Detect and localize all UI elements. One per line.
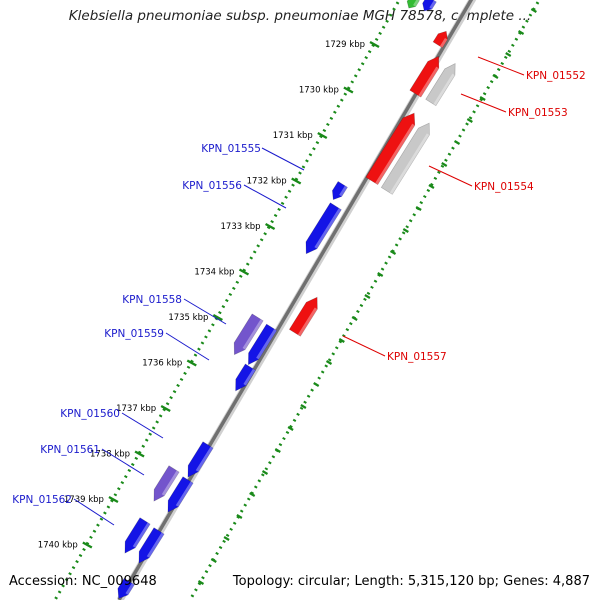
label-leader-line (428, 165, 473, 187)
label-leader-line (342, 335, 386, 357)
tick-label: 1731 kbp (273, 131, 313, 141)
label-leader-line (121, 412, 164, 439)
tick-label: 1740 kbp (38, 541, 78, 551)
label-leader-line (477, 56, 525, 76)
gene-label-kpn_01554[interactable]: KPN_01554 (474, 181, 534, 193)
gene-label-kpn_01561[interactable]: KPN_01561 (40, 444, 100, 456)
tick-label: 1737 kbp (116, 404, 156, 414)
gene-label-kpn_01555[interactable]: KPN_01555 (201, 143, 261, 155)
tick-label: 1735 kbp (168, 313, 208, 323)
map-title: Klebsiella pneumoniae subsp. pneumoniae … (68, 8, 532, 24)
tick-label: 1729 kbp (325, 40, 365, 50)
gene-label-kpn_01553[interactable]: KPN_01553 (508, 107, 568, 119)
gene-label-kpn_01558[interactable]: KPN_01558 (122, 294, 182, 306)
tick-label: 1730 kbp (299, 86, 339, 96)
gene-label-kpn_01556[interactable]: KPN_01556 (182, 180, 242, 192)
tick-label: 1733 kbp (221, 222, 261, 232)
gene-arrow[interactable] (365, 112, 416, 186)
gene-arrow[interactable] (153, 465, 180, 502)
tick-ring: 1729 kbp 1730 kbp 1731 kbp 1732 kbp 1733 kbp… (38, 0, 541, 600)
gene-arrow[interactable] (138, 527, 165, 564)
gene-arrow[interactable] (425, 63, 456, 107)
gene-arrow[interactable] (235, 363, 256, 392)
tick-label: 1734 kbp (194, 268, 234, 278)
gene-arrow[interactable] (288, 296, 318, 337)
gene-arrow[interactable] (409, 55, 440, 98)
label-leader-line (261, 147, 305, 171)
gene-arrow[interactable] (248, 323, 278, 366)
gene-track[interactable] (117, 0, 456, 599)
label-leader-line (183, 298, 227, 325)
label-leader-line (165, 332, 210, 361)
gene-label-kpn_01560[interactable]: KPN_01560 (60, 408, 120, 420)
gene-arrow[interactable] (305, 202, 342, 255)
label-leader-line (101, 448, 145, 476)
genome-summary: Topology: circular; Length: 5,315,120 bp… (232, 574, 590, 589)
gene-label-kpn_01559[interactable]: KPN_01559 (104, 328, 164, 340)
accession-text: Accession: NC_009648 (9, 574, 157, 589)
gene-arrow[interactable] (233, 313, 264, 356)
gene-arrow[interactable] (380, 122, 430, 195)
gene-arrow[interactable] (117, 577, 135, 599)
gene-arrow[interactable] (167, 476, 194, 513)
gene-arrow[interactable] (422, 0, 437, 12)
label-leader-line (243, 184, 287, 209)
gene-label-kpn_01557[interactable]: KPN_01557 (387, 351, 447, 363)
gene-label-kpn_01552[interactable]: KPN_01552 (526, 70, 586, 82)
gene-arrow[interactable] (406, 0, 420, 9)
gene-labels[interactable]: KPN_01552 KPN_01553 KPN_01554 KPN_01555 KPN_… (12, 56, 586, 526)
gene-arrow[interactable] (124, 517, 151, 554)
tick-label: 1739 kbp (64, 495, 104, 505)
gene-label-kpn_01562[interactable]: KPN_01562 (12, 494, 72, 506)
tick-label: 1736 kbp (142, 359, 182, 369)
label-leader-line (73, 498, 115, 526)
label-leader-line (460, 93, 507, 113)
gene-arrow[interactable] (432, 30, 448, 49)
tick-label: 1732 kbp (247, 177, 287, 187)
gene-arrow[interactable] (187, 441, 214, 478)
gene-arrow[interactable] (332, 181, 348, 201)
